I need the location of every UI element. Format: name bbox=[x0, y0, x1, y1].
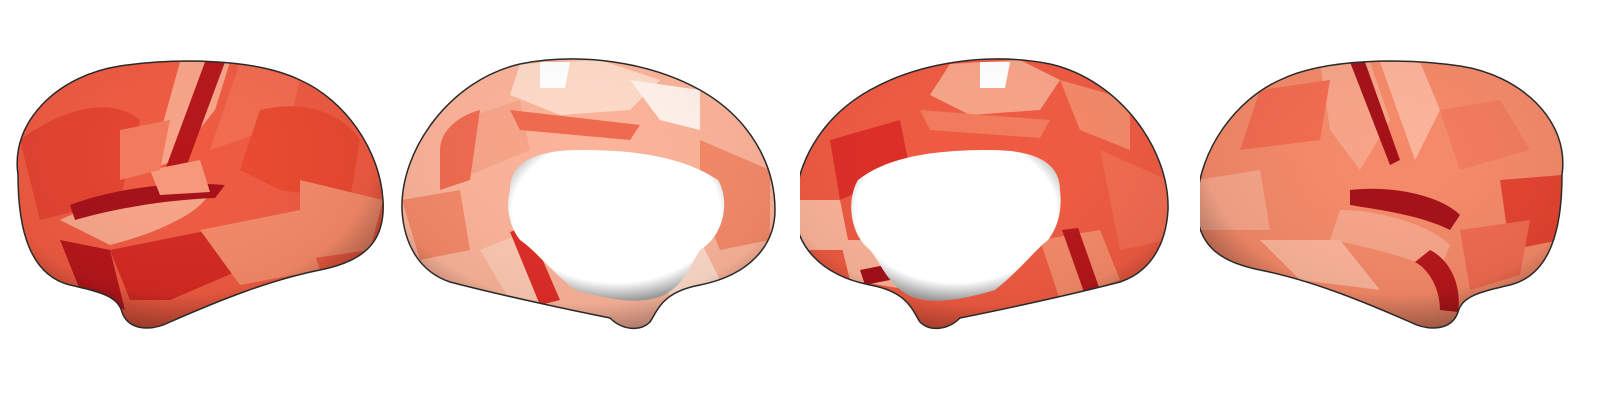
left-lateral-outline bbox=[16, 60, 384, 329]
right-lateral-surface bbox=[1200, 60, 1564, 329]
left-lateral-surface bbox=[16, 60, 384, 329]
left-medial-wall bbox=[508, 150, 725, 301]
right-hemisphere-medial-view bbox=[800, 0, 1200, 400]
right-hemisphere-lateral-view bbox=[1200, 0, 1600, 400]
right-lateral-outline bbox=[1200, 60, 1564, 329]
right-medial-wall bbox=[851, 150, 1061, 301]
left-hemisphere-lateral-view bbox=[0, 0, 400, 400]
right-medial-surface bbox=[800, 58, 1169, 330]
left-medial-surface bbox=[401, 58, 776, 330]
left-hemisphere-medial-view bbox=[400, 0, 800, 400]
